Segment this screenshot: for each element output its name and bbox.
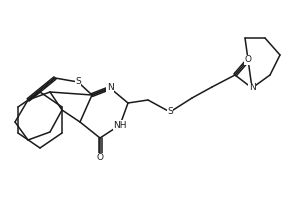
- Text: O: O: [97, 154, 104, 162]
- Text: S: S: [75, 77, 81, 86]
- Text: NH: NH: [113, 120, 127, 130]
- Text: S: S: [167, 108, 173, 116]
- Text: O: O: [244, 55, 251, 64]
- Text: N: N: [249, 84, 255, 92]
- Text: N: N: [106, 84, 113, 92]
